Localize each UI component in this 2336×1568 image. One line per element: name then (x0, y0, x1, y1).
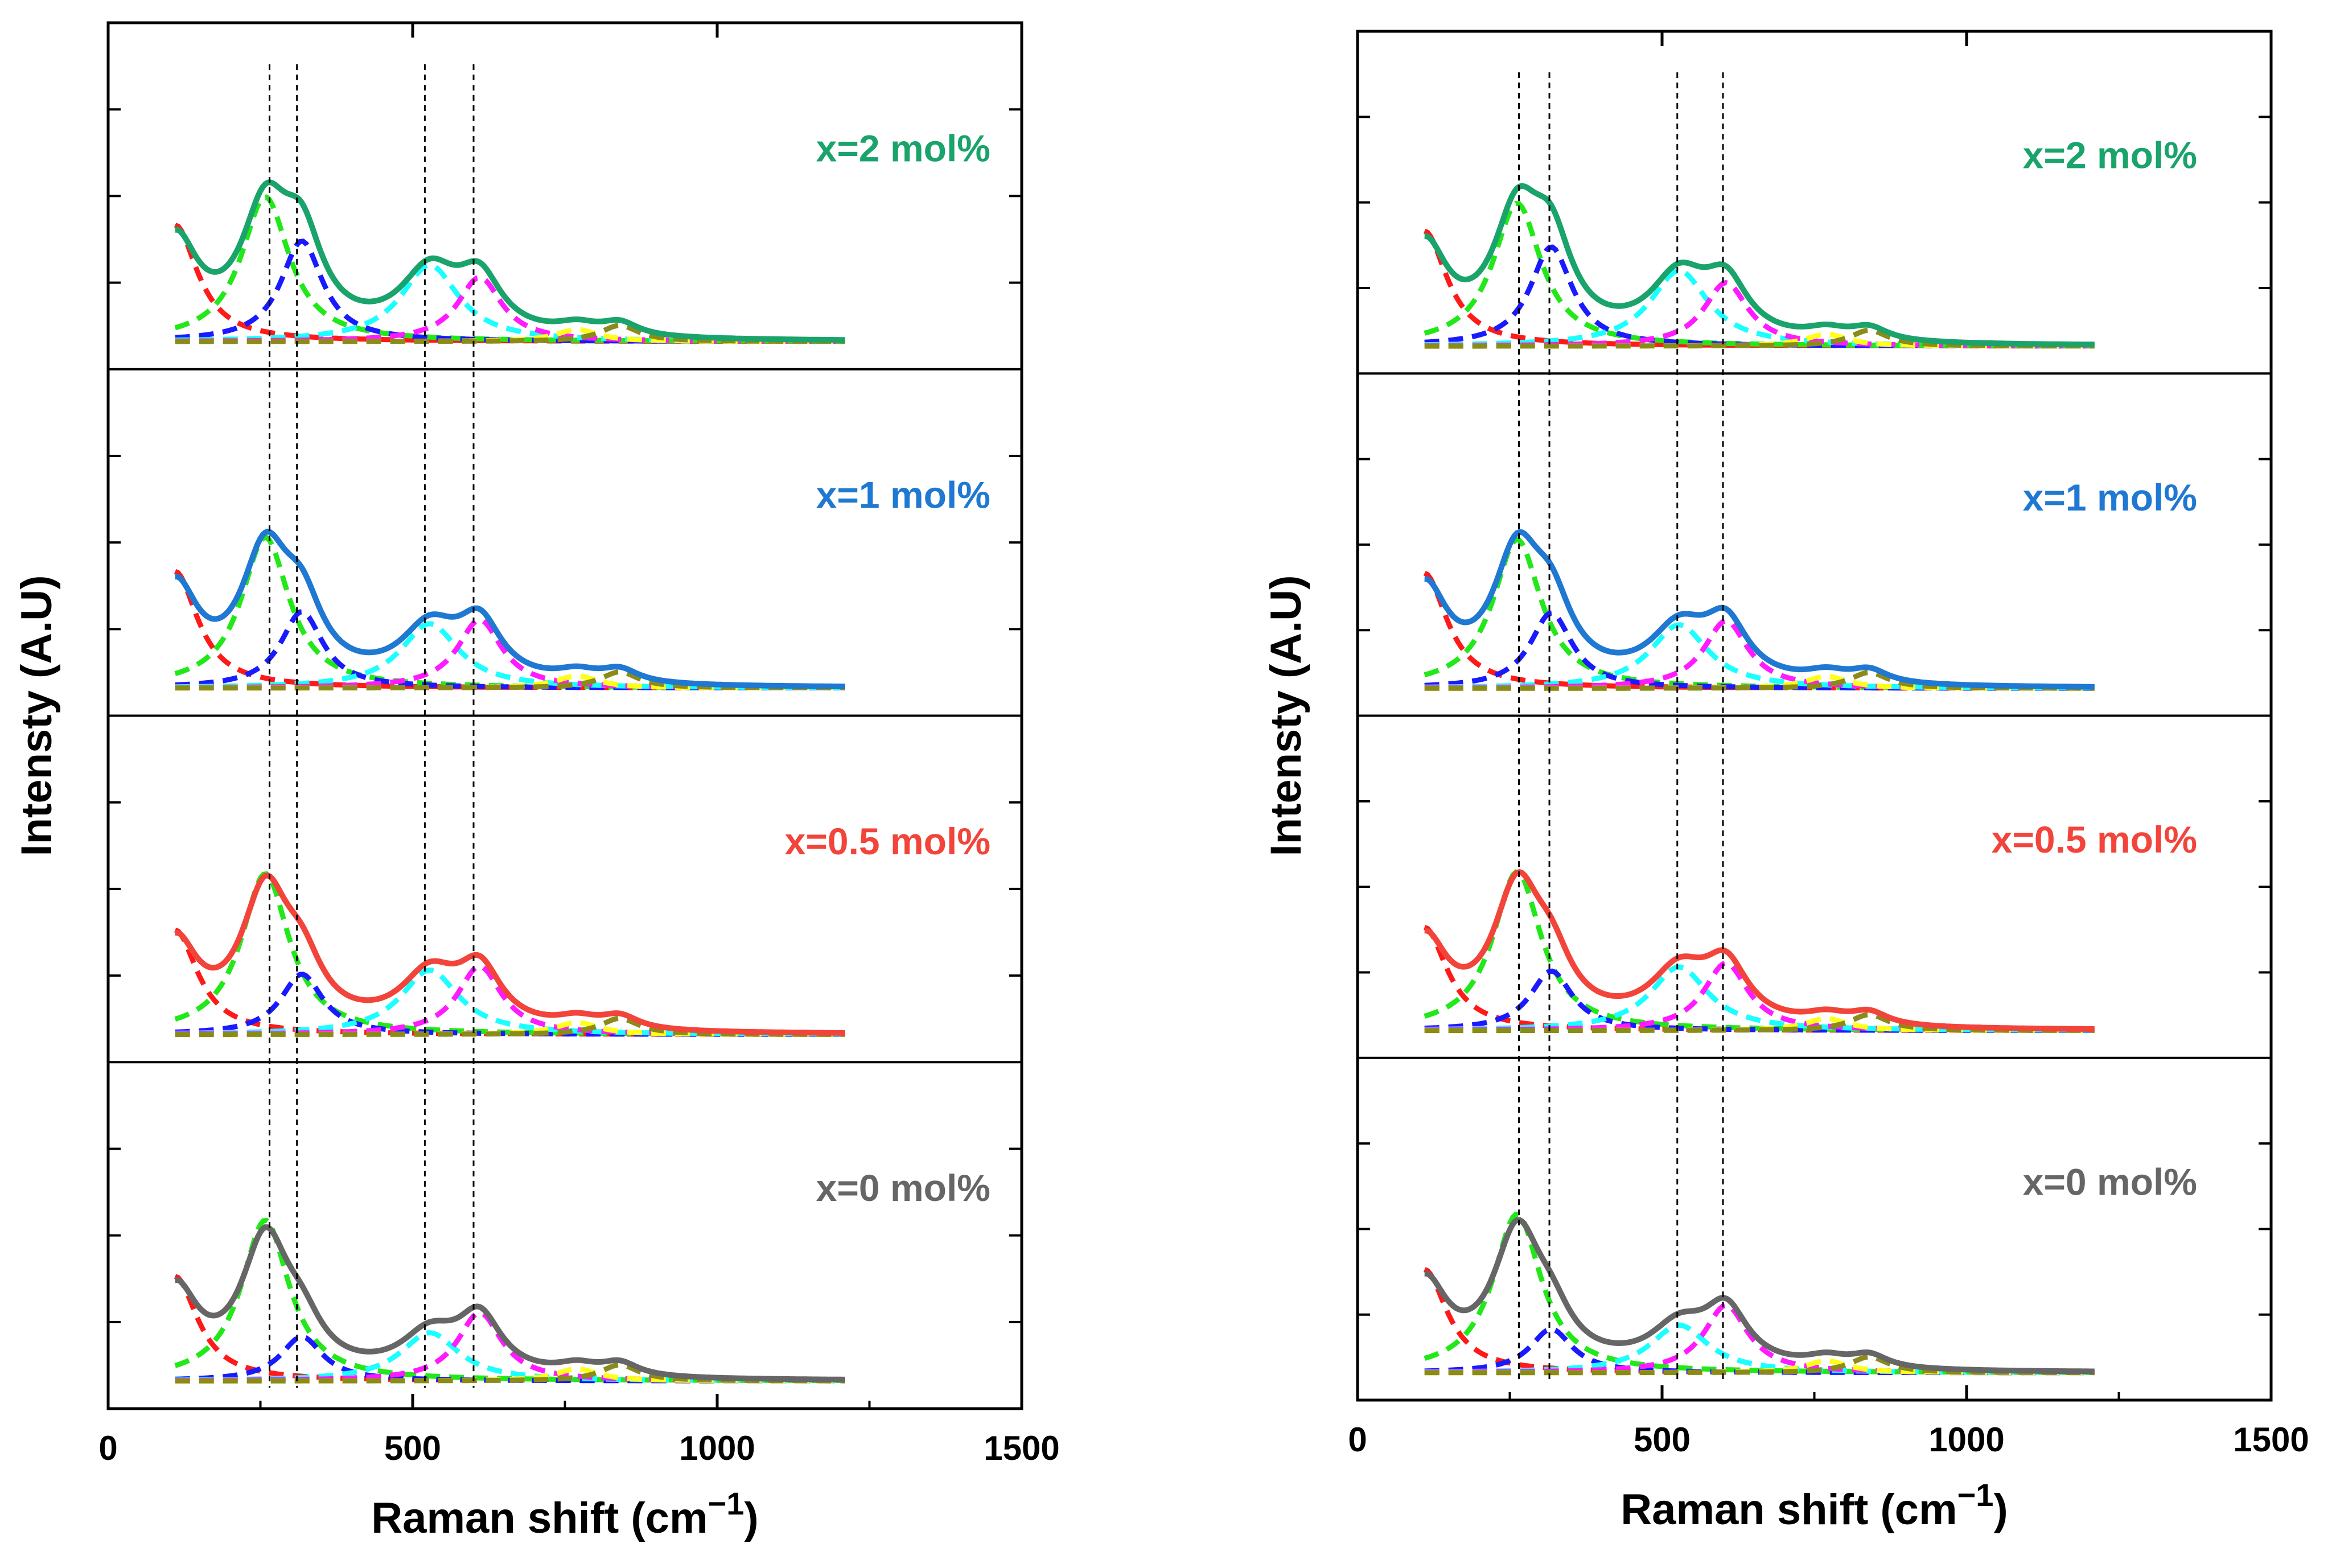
x-axis-title-text: Raman shift (cm (1621, 1485, 1957, 1534)
spectrum-group-1: x=1 mol% (174, 474, 990, 691)
spectrum-group-0: x=2 mol% (1423, 134, 2197, 349)
fit-component-1 (174, 871, 845, 1037)
y-axis-title: Intensty (A.U) (1262, 575, 1310, 857)
spectrum-group-3: x=0 mol% (1424, 1160, 2197, 1376)
spectrum-group-3: x=0 mol% (174, 1167, 990, 1384)
fit-component-1 (1424, 537, 2095, 691)
x-tick-label: 1500 (2233, 1421, 2309, 1459)
x-tick-label: 1500 (984, 1429, 1059, 1467)
x-tick-label: 0 (1348, 1421, 1367, 1459)
fit-component-0 (1424, 925, 2095, 1033)
x-tick-label: 0 (98, 1429, 117, 1467)
sample-label: x=1 mol% (2023, 476, 2197, 518)
spectrum-line (1424, 183, 2095, 348)
fit-component-0 (174, 223, 845, 344)
sample-label: x=0.5 mol% (1992, 818, 2197, 861)
spectrum-line (175, 528, 845, 690)
x-tick-label: 500 (1634, 1421, 1691, 1459)
sample-label: x=2 mol% (816, 127, 990, 170)
fit-component-3 (175, 968, 845, 1037)
sample-label: x=0 mol% (2023, 1160, 2197, 1203)
spectrum-line (175, 873, 845, 1036)
fit-component-0 (174, 569, 845, 690)
fit-component-3 (1424, 964, 2095, 1033)
spectrum-group-1: x=1 mol% (1423, 476, 2197, 691)
sample-label: x=2 mol% (2023, 134, 2197, 176)
fit-component-0 (1424, 1267, 2095, 1376)
spectrum-line (175, 1224, 845, 1382)
x-axis-title: Raman shift (cm−1) (1621, 1477, 2008, 1534)
spectrum-line (1424, 1217, 2095, 1374)
fit-component-3 (175, 621, 845, 690)
fit-component-1 (174, 534, 845, 690)
spectrum-group-0: x=2 mol% (174, 127, 990, 344)
fit-component-3 (1424, 622, 2095, 691)
fit-component-2 (1424, 244, 2095, 349)
panel-right: x=2 mol% x=1 mol% x=0.5 mol% x=0 mol% 0 500 10… (1262, 30, 2309, 1534)
fit-component-1 (1424, 200, 2095, 348)
fit-component-1 (174, 194, 845, 344)
x-axis-title-text: Raman shift (cm (371, 1494, 708, 1542)
x-tick-label: 500 (384, 1429, 441, 1467)
x-tick-label: 1000 (1928, 1421, 2004, 1459)
sample-label: x=0.5 mol% (785, 820, 990, 862)
panel-left: x=2 mol% x=1 mol% x=0.5 mol% x=0 mol% 0 500 10… (13, 21, 1060, 1542)
fit-component-2 (1424, 610, 2095, 691)
spectrum-line (1424, 529, 2095, 690)
sample-label: x=0 mol% (816, 1167, 990, 1209)
spectrum-group-2: x=0.5 mol% (174, 820, 990, 1037)
y-axis-title: Intensty (A.U) (13, 575, 61, 857)
fit-component-0 (1423, 571, 2095, 691)
x-axis-title-sup: −1 (1957, 1477, 1994, 1513)
sample-label: x=1 mol% (816, 474, 990, 516)
spectrum-line (1424, 869, 2095, 1032)
x-axis-title-sup: −1 (708, 1485, 745, 1521)
fit-component-2 (175, 238, 845, 344)
x-axis-title-close: ) (744, 1494, 758, 1542)
fit-component-1 (1424, 869, 2095, 1033)
fit-component-0 (174, 927, 845, 1037)
x-tick-label: 1000 (679, 1429, 755, 1467)
x-axis-title: Raman shift (cm−1) (371, 1485, 758, 1542)
x-axis-title-close: ) (1993, 1485, 2008, 1534)
spectrum-group-2: x=0.5 mol% (1424, 818, 2197, 1034)
fit-component-0 (1423, 228, 2095, 349)
spectrum-line (175, 179, 845, 343)
fit-component-0 (174, 1274, 845, 1384)
